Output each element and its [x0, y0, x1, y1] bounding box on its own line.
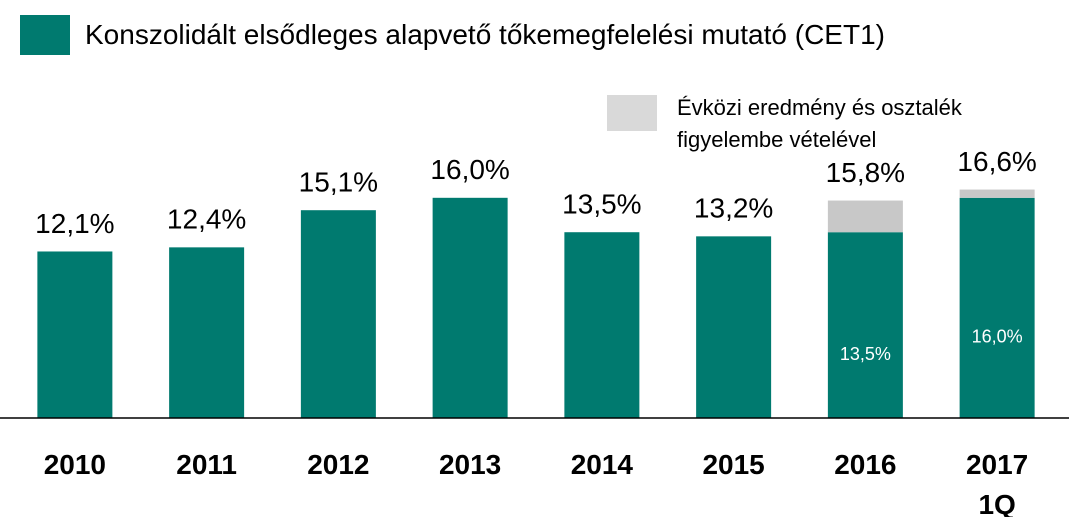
total-label: 13,2% [694, 193, 773, 224]
total-label: 16,0% [430, 154, 509, 185]
total-label: 12,4% [167, 204, 246, 235]
total-label: 15,1% [299, 167, 378, 198]
value-label: 13,5% [840, 344, 891, 364]
bar-segment [432, 197, 508, 418]
total-label: 15,8% [826, 157, 905, 188]
x-tick-label: 2017 1Q [965, 449, 1029, 517]
total-label: 13,5% [562, 189, 641, 220]
x-tick-label: 2015 [702, 449, 765, 480]
legend-item: Konszolidált elsődleges alapvető tőkemeg… [20, 15, 885, 55]
bar-segment [959, 189, 1035, 198]
x-tick-label: 2016 [834, 449, 897, 480]
bar-segment [959, 197, 1035, 418]
x-tick-label: 2014 [570, 449, 634, 480]
x-tick-label: 2010 [43, 449, 107, 480]
bar-segment [169, 247, 245, 418]
total-label: 12,1% [35, 208, 114, 239]
legend-swatch [20, 15, 70, 55]
x-tick-label: 2013 [438, 449, 502, 480]
total-label: 16,6% [957, 146, 1036, 177]
legend-label: Konszolidált elsődleges alapvető tőkemeg… [85, 19, 885, 50]
value-label: 16,0% [972, 327, 1023, 347]
x-tick-label: 2011 [176, 449, 237, 480]
bar-segment [827, 200, 903, 233]
x-tick-label: 2012 [307, 449, 370, 480]
bar-segment [696, 236, 772, 418]
bar-segment [300, 210, 376, 418]
legend-item: Évközi eredmény és osztalék figyelembe v… [607, 95, 1057, 156]
bar-segment [827, 232, 903, 418]
legend-label: Évközi eredmény és osztalék figyelembe v… [677, 95, 962, 152]
bar-segment [37, 251, 113, 418]
bar-segment [564, 232, 640, 418]
legend-swatch [607, 95, 657, 131]
